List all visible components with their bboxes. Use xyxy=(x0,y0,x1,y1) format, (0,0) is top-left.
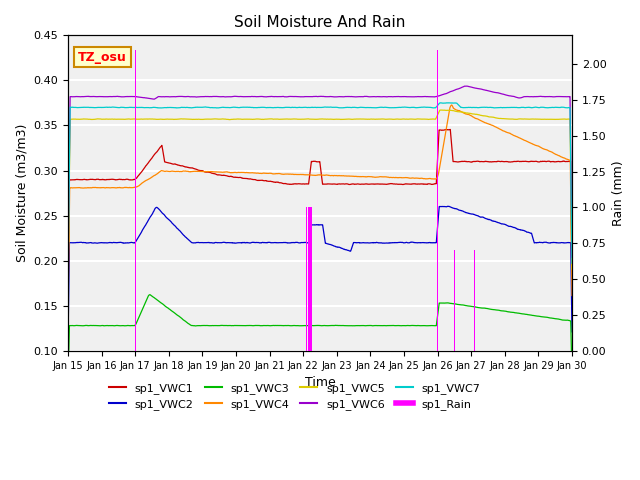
Legend: sp1_VWC1, sp1_VWC2, sp1_VWC3, sp1_VWC4, sp1_VWC5, sp1_VWC6, sp1_VWC7, sp1_Rain: sp1_VWC1, sp1_VWC2, sp1_VWC3, sp1_VWC4, … xyxy=(105,378,484,415)
Bar xyxy=(135,49,136,351)
Bar xyxy=(309,207,310,351)
Text: TZ_osu: TZ_osu xyxy=(78,50,127,63)
Y-axis label: Soil Moisture (m3/m3): Soil Moisture (m3/m3) xyxy=(15,124,28,262)
Bar xyxy=(311,207,312,351)
Bar xyxy=(474,251,475,351)
Bar xyxy=(454,251,455,351)
Title: Soil Moisture And Rain: Soil Moisture And Rain xyxy=(234,15,406,30)
X-axis label: Time: Time xyxy=(305,376,335,389)
Bar xyxy=(437,49,438,351)
Y-axis label: Rain (mm): Rain (mm) xyxy=(612,160,625,226)
Bar xyxy=(310,207,311,351)
